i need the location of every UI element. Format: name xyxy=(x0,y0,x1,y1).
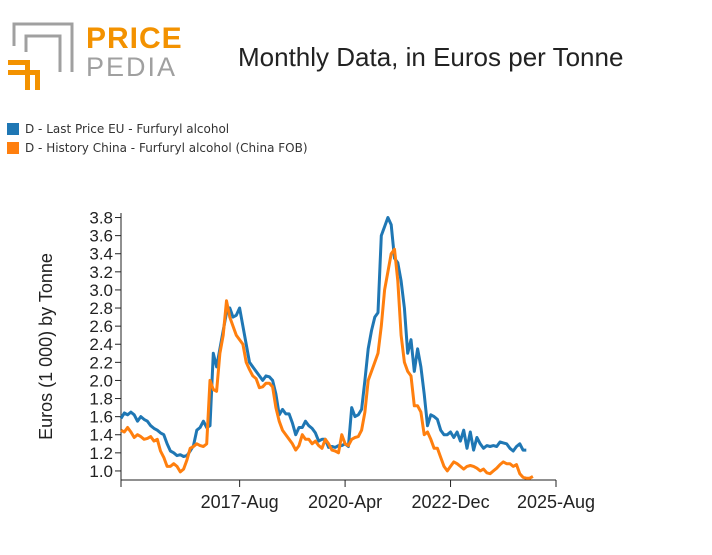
legend-label-eu: D - Last Price EU - Furfuryl alcohol xyxy=(25,121,230,136)
y-tick-label: 2.6 xyxy=(89,317,113,336)
logo-mark-icon xyxy=(8,22,74,90)
legend-item-eu[interactable]: D - Last Price EU - Furfuryl alcohol xyxy=(7,119,308,138)
y-tick-label: 3.2 xyxy=(89,263,113,282)
series-line-eu[interactable] xyxy=(119,216,527,458)
y-tick-label: 3.6 xyxy=(89,227,113,246)
y-tick-label: 3.0 xyxy=(89,281,113,300)
legend: D - Last Price EU - Furfuryl alcohol D -… xyxy=(7,119,308,157)
x-tick-label: 2025-Aug xyxy=(517,492,595,512)
logo-text-pedia: PEDIA xyxy=(86,52,178,82)
y-axis-title: Euros (1 000) by Tonne xyxy=(36,253,56,440)
y-tick-label: 1.6 xyxy=(89,408,113,427)
y-tick-label: 3.8 xyxy=(89,209,113,228)
y-tick-label: 2.0 xyxy=(89,371,113,390)
y-tick-label: 2.8 xyxy=(89,299,113,318)
y-tick-label: 3.4 xyxy=(89,245,113,264)
series-line-china[interactable] xyxy=(120,247,534,480)
logo-text-price: PRICE xyxy=(86,22,183,55)
y-tick-label: 1.4 xyxy=(89,426,113,445)
x-tick-label: 2017-Aug xyxy=(201,492,279,512)
y-tick-label: 2.4 xyxy=(89,335,113,354)
chart-axes: 1.01.21.41.61.82.02.22.42.62.83.03.23.43… xyxy=(36,209,595,512)
legend-item-china[interactable]: D - History China - Furfuryl alcohol (Ch… xyxy=(7,138,308,157)
legend-swatch-eu xyxy=(7,122,19,135)
x-tick-label: 2022-Dec xyxy=(412,492,490,512)
y-tick-label: 1.2 xyxy=(89,444,113,463)
y-tick-label: 1.8 xyxy=(89,390,113,409)
y-tick-label: 1.0 xyxy=(89,462,113,481)
legend-label-china: D - History China - Furfuryl alcohol (Ch… xyxy=(25,140,308,155)
chart-title: Monthly Data, in Euros per Tonne xyxy=(238,42,624,72)
pricepedia-logo: PRICE PEDIA xyxy=(8,22,182,92)
chart-lines xyxy=(119,216,534,480)
x-tick-label: 2020-Apr xyxy=(308,492,382,512)
legend-swatch-china xyxy=(7,141,19,154)
y-tick-label: 2.2 xyxy=(89,353,113,372)
